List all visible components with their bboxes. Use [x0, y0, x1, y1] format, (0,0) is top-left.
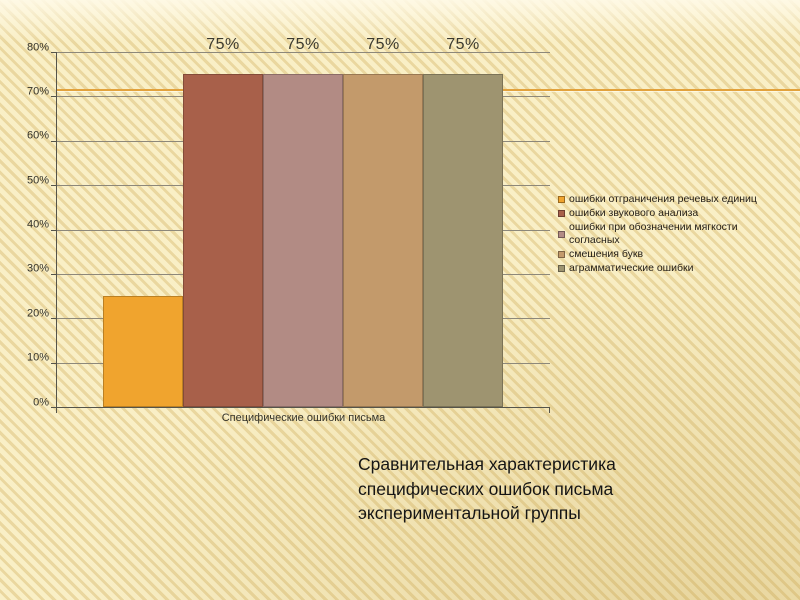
y-axis-tick-mark — [51, 229, 57, 231]
y-axis-tick-label: 20% — [26, 307, 49, 320]
legend-item: смешения букв — [558, 248, 776, 261]
bar-series-3 — [263, 74, 343, 407]
bar-series-4 — [343, 74, 423, 407]
gridline — [57, 52, 550, 53]
legend-item: аграмматические ошибки — [558, 262, 776, 275]
y-axis-tick-label: 10% — [26, 351, 49, 364]
y-axis-tick-mark — [51, 96, 57, 98]
x-axis-line — [56, 407, 550, 408]
legend-swatch — [558, 265, 565, 272]
legend-item-label: ошибки звукового анализа — [569, 207, 699, 219]
caption-line: экспериментальной группы — [358, 503, 581, 523]
bar-value-label: 75% — [286, 36, 320, 53]
y-axis-tick-label: 70% — [26, 85, 49, 98]
y-axis-tick-label: 80% — [26, 41, 49, 53]
legend-swatch — [558, 196, 565, 203]
legend-item: ошибки при обозначении мягкости согласны… — [558, 221, 776, 247]
bar-series-5 — [423, 74, 503, 407]
legend-item: ошибки звукового анализа — [558, 207, 776, 220]
y-axis-tick-label: 50% — [26, 174, 49, 187]
y-axis-tick-label: 30% — [26, 262, 49, 275]
caption-line: Сравнительная характеристика — [358, 454, 616, 474]
bar-value-label: 75% — [446, 36, 480, 53]
legend-swatch — [558, 210, 565, 217]
y-axis-tick-mark — [51, 407, 57, 408]
chart-legend: ошибки отграничения речевых единиц ошибки… — [558, 193, 776, 276]
legend-item-label: ошибки отграничения речевых единиц — [569, 193, 757, 205]
caption-line: специфических ошибок письма — [358, 478, 614, 499]
legend-item-label: ошибки при обозначении мягкости согласны… — [569, 221, 738, 246]
legend-swatch — [558, 251, 565, 258]
bar-value-label: 75% — [366, 36, 400, 53]
legend-swatch — [558, 230, 565, 238]
y-axis-tick-mark — [51, 318, 57, 320]
y-axis-tick-mark — [51, 52, 57, 53]
legend-item-label: смешения букв — [569, 248, 644, 260]
bar-series-1 — [103, 296, 183, 407]
y-axis-tick-label: 40% — [26, 218, 49, 231]
y-axis-tick-label: 60% — [26, 129, 49, 142]
y-axis-line — [56, 53, 57, 413]
slide-caption: Сравнительная характеристика специфическ… — [358, 452, 688, 526]
x-axis-label: Специфические ошибки письма — [221, 412, 386, 424]
chart-plot-area: 0% 10% 20% 30% 40% 50% 60% 70% 80% 75% 75% 75% 75% — [27, 36, 550, 413]
legend-item-label: аграмматические ошибки — [569, 262, 694, 274]
y-axis-tick-mark — [51, 273, 57, 275]
x-axis-tick-mark — [56, 408, 57, 413]
y-axis-tick-mark — [51, 140, 57, 142]
legend-item: ошибки отграничения речевых единиц — [558, 193, 776, 206]
bar-value-label: 75% — [206, 36, 240, 53]
y-axis-tick-mark — [51, 185, 57, 187]
y-axis-tick-mark — [51, 362, 57, 364]
y-axis-tick-label: 0% — [33, 396, 49, 408]
bar-series-2 — [183, 74, 263, 407]
x-axis-tick-mark — [549, 408, 550, 413]
